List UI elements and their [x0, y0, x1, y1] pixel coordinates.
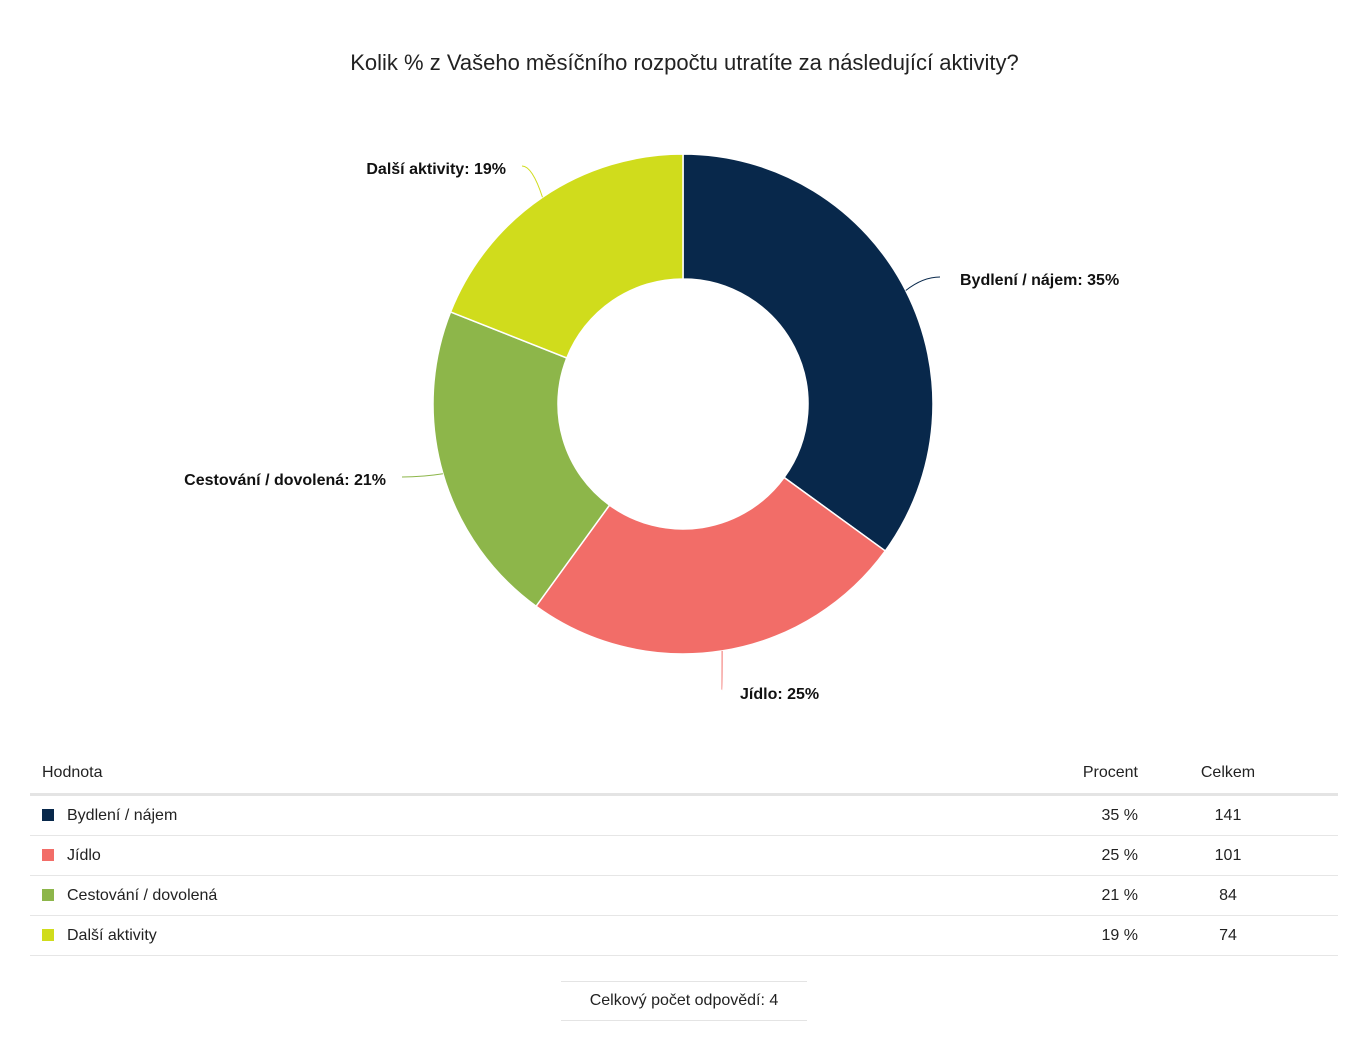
donut-slice — [449, 153, 684, 359]
label-connector — [521, 165, 543, 198]
label-connector — [401, 473, 444, 478]
legend-swatch — [42, 888, 54, 901]
header-percent: Procent — [988, 753, 1168, 796]
legend-swatch — [42, 848, 54, 861]
slice-label: Další aktivity: 19% — [366, 161, 506, 178]
legend-swatch — [42, 928, 54, 941]
chart-title: Kolik % z Vašeho měsíčního rozpočtu utra… — [350, 50, 1019, 75]
legend-swatch — [42, 808, 54, 821]
row-percent: 25 % — [988, 835, 1168, 876]
donut-slices — [432, 153, 934, 655]
donut-slice — [432, 310, 611, 608]
row-label: Cestování / dovolená — [67, 886, 218, 904]
donut-slice — [682, 153, 934, 552]
slice-label: Cestování / dovolená: 21% — [184, 472, 386, 489]
table-row: Cestování / dovolená 21 % 84 — [30, 875, 1338, 916]
results-table: Hodnota Procent Celkem Bydlení / nájem 3… — [30, 753, 1338, 956]
table-row: Bydlení / nájem 35 % 141 — [30, 794, 1338, 836]
row-label: Bydlení / nájem — [67, 806, 178, 824]
row-label: Jídlo — [67, 846, 101, 864]
table-row: Jídlo 25 % 101 — [30, 835, 1338, 876]
label-connector — [905, 276, 941, 291]
row-percent: 19 % — [988, 915, 1168, 956]
row-label: Další aktivity — [67, 926, 157, 944]
table-row: Další aktivity 19 % 74 — [30, 915, 1338, 956]
header-value: Hodnota — [30, 753, 988, 796]
total-responses: Celkový počet odpovědí: 4 — [561, 981, 807, 1021]
label-connectors — [401, 165, 941, 691]
row-percent: 21 % — [988, 875, 1168, 916]
donut-chart: Bydlení / nájem: 35% Jídlo: 25% Cestování … — [184, 153, 1119, 703]
donut-slice — [535, 476, 887, 655]
row-percent: 35 % — [988, 794, 1168, 836]
row-total: 84 — [1168, 875, 1338, 916]
slice-label: Bydlení / nájem: 35% — [960, 272, 1119, 289]
table-header-row: Hodnota Procent Celkem — [30, 753, 1338, 796]
row-total: 141 — [1168, 794, 1338, 836]
slice-labels: Bydlení / nájem: 35% Jídlo: 25% Cestování … — [184, 161, 1119, 703]
slice-label: Jídlo: 25% — [740, 686, 819, 703]
row-total: 74 — [1168, 915, 1338, 956]
row-total: 101 — [1168, 835, 1338, 876]
header-total: Celkem — [1168, 753, 1338, 796]
